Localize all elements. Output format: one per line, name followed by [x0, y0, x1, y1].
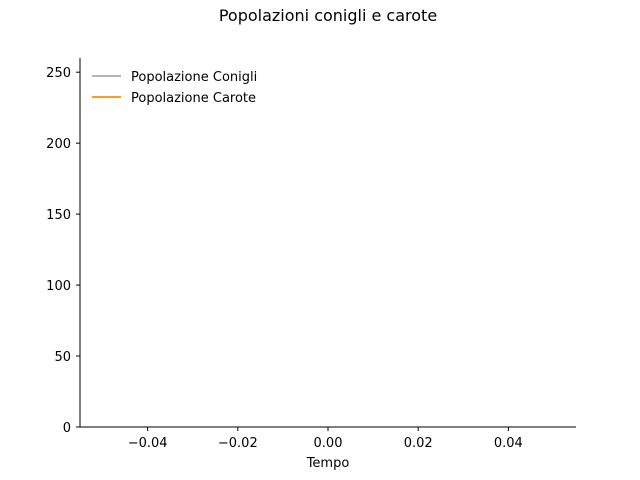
y-tick-label: 200	[46, 137, 71, 152]
x-ticks: −0.04 −0.02 0.00 0.02 0.04	[128, 427, 523, 451]
legend: Popolazione Conigli Popolazione Carote	[92, 70, 257, 106]
x-tick-label: 0.02	[404, 436, 433, 451]
legend-label-carote: Popolazione Carote	[131, 91, 256, 106]
x-tick-label: 0.04	[494, 436, 523, 451]
legend-label-conigli: Popolazione Conigli	[131, 70, 257, 85]
y-tick-label: 150	[46, 208, 71, 223]
x-tick-label: −0.02	[218, 436, 258, 451]
y-tick-label: 100	[46, 279, 71, 294]
x-axis-label: Tempo	[306, 456, 350, 471]
chart-title: Popolazioni conigli e carote	[219, 6, 437, 25]
y-ticks: 0 50 100 150 200 250	[46, 66, 80, 436]
plot-area: −0.04 −0.02 0.00 0.02 0.04 0 50 100 150 200 250	[46, 58, 576, 451]
x-tick-label: 0.00	[314, 436, 343, 451]
y-tick-label: 50	[54, 350, 71, 365]
y-tick-label: 250	[46, 66, 71, 81]
y-tick-label: 0	[63, 421, 71, 436]
x-tick-label: −0.04	[128, 436, 168, 451]
